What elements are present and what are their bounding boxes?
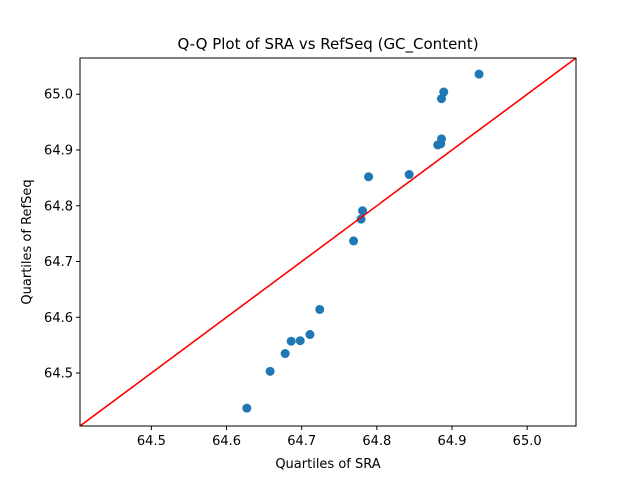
reference-line — [80, 58, 576, 426]
y-tick-label: 64.8 — [44, 199, 73, 214]
data-point — [404, 170, 414, 180]
x-tick-label: 64.6 — [212, 434, 241, 449]
data-point — [474, 69, 484, 79]
data-point — [356, 214, 366, 224]
plot-area — [80, 58, 576, 426]
data-point — [305, 330, 315, 340]
data-point — [439, 87, 449, 97]
y-tick-label: 65.0 — [44, 88, 73, 103]
x-axis-label: Quartiles of SRA — [275, 457, 380, 472]
data-point — [349, 236, 359, 246]
data-point — [286, 336, 296, 346]
data-point — [436, 134, 446, 144]
data-point — [242, 403, 252, 413]
y-tick-label: 64.7 — [44, 255, 73, 270]
data-point — [315, 304, 325, 314]
y-tick-label: 64.9 — [44, 144, 73, 159]
plot-frame — [79, 57, 577, 427]
y-axis-label: Quartiles of RefSeq — [20, 179, 35, 304]
x-tick-label: 65.0 — [513, 434, 542, 449]
data-point — [295, 336, 305, 346]
y-tick-label: 64.6 — [44, 311, 73, 326]
y-axis: 64.5 64.6 64.7 64.8 64.9 65.0 — [44, 88, 80, 382]
data-point — [358, 206, 368, 216]
data-point — [280, 349, 290, 359]
x-tick-label: 64.8 — [362, 434, 391, 449]
x-tick-label: 64.5 — [137, 434, 166, 449]
y-tick-label: 64.5 — [44, 367, 73, 382]
x-tick-label: 64.7 — [287, 434, 316, 449]
x-axis: 64.5 64.6 64.7 64.8 64.9 65.0 — [137, 426, 542, 449]
data-point — [364, 172, 374, 182]
data-point — [265, 366, 275, 376]
chart-title: Q-Q Plot of SRA vs RefSeq (GC_Content) — [177, 35, 478, 54]
x-tick-label: 64.9 — [438, 434, 467, 449]
